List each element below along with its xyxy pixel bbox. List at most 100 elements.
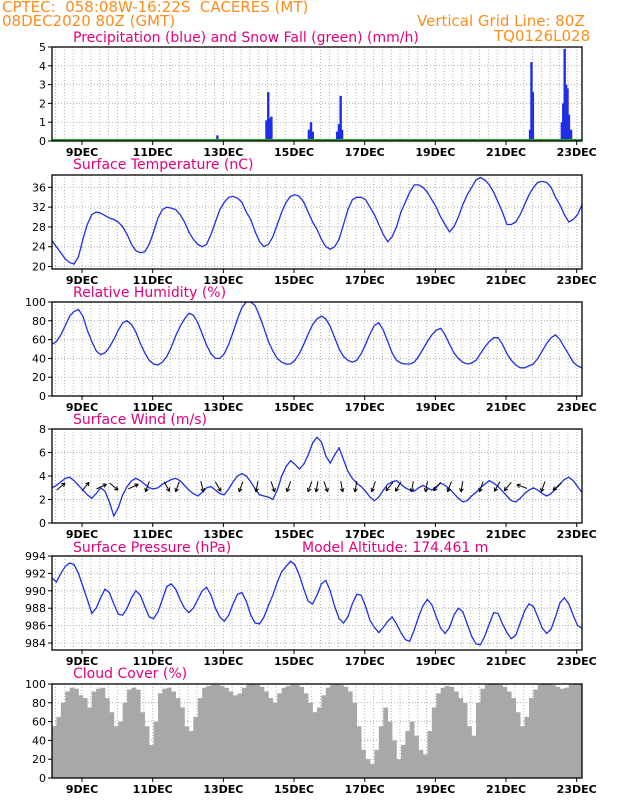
x-tick-label: 21DEC bbox=[486, 401, 526, 414]
cloud-bar bbox=[197, 698, 203, 778]
cloud-bar bbox=[127, 689, 132, 778]
wind-vector-head bbox=[478, 487, 480, 492]
wind-vector-head bbox=[516, 484, 520, 489]
wind-vector bbox=[423, 481, 429, 493]
x-tick-label: 9DEC bbox=[66, 528, 98, 541]
cloud-bar bbox=[431, 707, 437, 778]
precip-bar bbox=[267, 92, 270, 141]
x-tick-label: 21DEC bbox=[486, 146, 526, 159]
wind-vector-head bbox=[135, 483, 139, 488]
cloud-bar bbox=[144, 726, 150, 778]
temp-y-axis: 20 24 28 32 36 bbox=[32, 181, 52, 274]
cloud-bar bbox=[153, 721, 159, 778]
wind-vector bbox=[503, 482, 512, 492]
wind-vector-head bbox=[116, 486, 119, 491]
cloud-bar bbox=[202, 687, 207, 778]
cloud-bar bbox=[87, 707, 93, 778]
wind-vector bbox=[214, 481, 222, 492]
wind-vector-shaft bbox=[447, 481, 452, 492]
wind-vector-head bbox=[165, 488, 170, 492]
press-y-axis: 984 986 988 990 992 994 bbox=[25, 550, 52, 650]
x-tick-label: 11DEC bbox=[133, 401, 173, 414]
wind-data bbox=[52, 436, 582, 518]
wind-vector-shaft bbox=[323, 481, 329, 492]
cloud-bar bbox=[228, 691, 234, 778]
wind-vector bbox=[385, 482, 394, 492]
precip-bar bbox=[309, 122, 313, 141]
cloud-bar bbox=[215, 684, 221, 778]
cloud-title: Cloud Cover (%) bbox=[73, 666, 188, 682]
cloud-bar bbox=[91, 691, 97, 778]
cloud-bar bbox=[339, 684, 344, 778]
header-date: 08DEC2020 80Z (GMT) bbox=[2, 12, 176, 30]
cloud-bar bbox=[489, 684, 494, 778]
cloud-bar bbox=[365, 759, 371, 778]
cloud-bar bbox=[609, 684, 614, 778]
cloud-bar bbox=[524, 716, 530, 778]
wind-vector-head bbox=[254, 488, 257, 493]
y-tick-label: 2 bbox=[39, 494, 46, 507]
wind-vector bbox=[395, 481, 402, 492]
cloud-bar bbox=[219, 685, 225, 778]
cloud-bar bbox=[140, 712, 146, 778]
y-tick-label: 36 bbox=[32, 181, 46, 194]
header-location: CPTEC: 058:08W-16:22S CACERES (MT) bbox=[2, 0, 309, 16]
wind-vector-head bbox=[255, 488, 259, 493]
cloud-bar bbox=[105, 698, 110, 778]
cloud-bar bbox=[555, 686, 561, 778]
cloud-bar bbox=[184, 726, 190, 778]
wind-vector-head bbox=[87, 482, 90, 487]
wind-vector-head bbox=[307, 488, 312, 493]
wind-vector-head bbox=[285, 487, 288, 492]
y-tick-label: 40 bbox=[32, 352, 46, 365]
y-tick-label: 0 bbox=[39, 135, 46, 148]
y-tick-label: 80 bbox=[32, 315, 46, 328]
wind-vector-head bbox=[271, 488, 276, 493]
precip-bar bbox=[311, 131, 314, 141]
precip-panel: 0 1 2 3 4 5 9DEC 11DEC 13DEC 15DEC 17DEC 19DEC 21DEC… bbox=[39, 41, 597, 159]
wind-vector-head bbox=[447, 488, 451, 493]
wind-vector-head bbox=[144, 487, 147, 492]
precip-bar bbox=[528, 129, 532, 141]
x-tick-label: 21DEC bbox=[486, 528, 526, 541]
wind-vector-head bbox=[479, 488, 483, 493]
wind-vector bbox=[459, 481, 464, 493]
wind-vector-shaft bbox=[128, 483, 139, 490]
rh-data bbox=[52, 302, 582, 369]
cloud-bar bbox=[396, 759, 402, 778]
precip-bar bbox=[569, 129, 573, 141]
y-tick-label: 4 bbox=[39, 60, 46, 73]
wind-vector-head bbox=[61, 482, 66, 485]
wind-vector-head bbox=[459, 488, 462, 493]
x-tick-label: 19DEC bbox=[415, 146, 455, 159]
x-tick-label: 15DEC bbox=[274, 655, 314, 668]
y-tick-label: 1 bbox=[39, 116, 46, 129]
wind-vector-head bbox=[217, 488, 222, 492]
wind-vector bbox=[370, 481, 376, 493]
cloud-bar bbox=[325, 687, 331, 778]
wind-vector bbox=[433, 482, 442, 492]
cloud-bar bbox=[175, 698, 181, 778]
x-tick-label: 17DEC bbox=[345, 274, 385, 287]
temp-gridlines bbox=[52, 175, 582, 269]
wind-vector-shaft bbox=[96, 483, 107, 490]
wind-vector-head bbox=[540, 488, 545, 493]
header-code: TQ0126L028 bbox=[494, 27, 591, 45]
cloud-bar bbox=[308, 702, 313, 778]
cloud-bar bbox=[343, 686, 349, 778]
wind-vector-shaft bbox=[503, 482, 512, 492]
cloud-bar bbox=[290, 684, 296, 778]
wind-vector bbox=[353, 481, 358, 493]
cloud-bar bbox=[356, 726, 362, 778]
wind-vector bbox=[314, 481, 319, 493]
wind-vector-shaft bbox=[270, 481, 276, 492]
wind-vector bbox=[552, 482, 562, 491]
x-tick-label: 21DEC bbox=[486, 655, 526, 668]
cloud-bar bbox=[400, 745, 406, 778]
cloud-bar bbox=[74, 688, 79, 778]
cloud-bar bbox=[250, 684, 256, 778]
precip-frame bbox=[51, 46, 583, 142]
wind-vector-shaft bbox=[145, 481, 150, 492]
y-tick-label: 992 bbox=[25, 567, 46, 580]
cloud-bar bbox=[613, 685, 618, 778]
